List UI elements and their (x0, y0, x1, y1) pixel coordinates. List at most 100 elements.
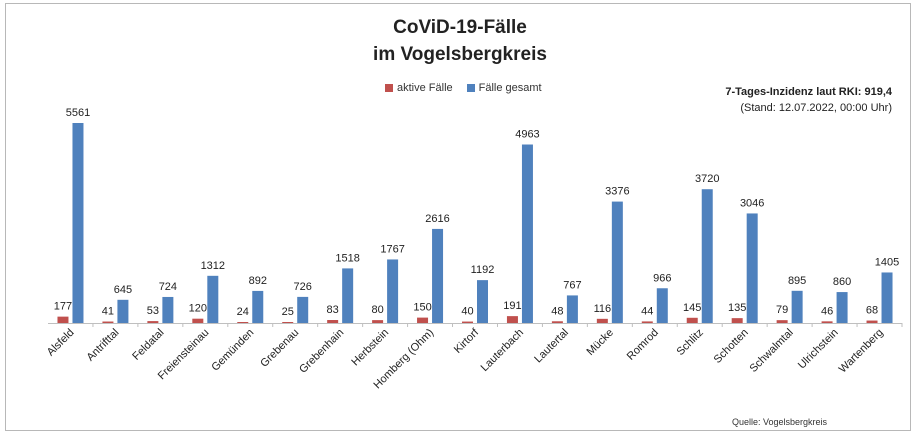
bar-active-18 (866, 320, 878, 323)
label-total-13: 966 (653, 272, 671, 284)
label-total-16: 895 (788, 275, 806, 287)
incidence-label: 7-Tages-Inzidenz laut RKI: 919,4 (725, 86, 892, 98)
bar-total-12 (611, 201, 623, 323)
bar-active-4 (237, 322, 249, 323)
bar-active-10 (506, 316, 518, 323)
bar-active-13 (641, 321, 653, 323)
bar-total-4 (252, 290, 264, 323)
label-total-14: 3720 (695, 173, 719, 185)
incidence-box: 7-Tages-Inzidenz laut RKI: 919,4 (Stand:… (725, 84, 892, 116)
x-tick-label-7: Herbstein (349, 327, 391, 369)
label-active-9: 40 (461, 306, 473, 318)
legend-item-total: Fälle gesamt (466, 82, 542, 94)
source-note: Quelle: Vogelsbergkreis (732, 417, 828, 427)
chart-title: CoViD-19-Fälle (393, 17, 527, 38)
x-tick-label-14: Schlitz (674, 327, 705, 358)
bar-active-1 (102, 321, 114, 323)
x-tick-label-12: Mücke (585, 327, 616, 358)
label-total-9: 1192 (471, 264, 495, 276)
label-active-15: 135 (728, 302, 746, 314)
x-tick-label-17: Ulrichstein (796, 327, 841, 372)
legend-item-active: aktive Fälle (385, 82, 453, 94)
label-total-12: 3376 (605, 186, 629, 198)
x-tick-label-1: Antrifttal (85, 327, 122, 364)
bar-total-7 (387, 259, 399, 323)
bar-active-2 (147, 321, 159, 323)
bar-total-13 (656, 288, 668, 323)
x-tick-label-4: Gemünden (209, 327, 256, 374)
label-active-13: 44 (641, 305, 653, 317)
bar-total-6 (342, 268, 354, 323)
bar-total-17 (836, 292, 848, 323)
label-active-1: 41 (102, 306, 114, 318)
bar-active-6 (327, 320, 339, 323)
label-active-2: 53 (147, 305, 159, 317)
label-total-17: 860 (833, 276, 851, 288)
bar-active-14 (686, 317, 698, 323)
label-total-3: 1312 (201, 260, 225, 272)
bar-active-7 (372, 320, 384, 323)
bar-active-15 (731, 318, 743, 323)
label-active-11: 48 (551, 305, 563, 317)
bar-total-16 (791, 290, 803, 323)
label-total-7: 1767 (380, 243, 404, 255)
x-tick-label-16: Schwalmtal (747, 327, 795, 375)
label-total-4: 892 (249, 275, 267, 287)
x-tick-label-5: Grebenau (258, 327, 301, 370)
x-tick-label-18: Wartenberg (837, 327, 886, 376)
chart-subtitle: im Vogelsbergkreis (373, 44, 547, 65)
bar-total-9 (477, 280, 488, 323)
label-total-10: 4963 (515, 129, 539, 141)
bar-active-11 (551, 321, 563, 323)
x-tick-label-11: Lautertal (532, 327, 571, 366)
label-total-5: 726 (294, 281, 312, 293)
label-active-3: 120 (189, 303, 207, 315)
bar-total-11 (566, 295, 578, 323)
label-total-2: 724 (159, 281, 177, 293)
label-active-16: 79 (776, 304, 788, 316)
label-active-7: 80 (371, 304, 383, 316)
bar-active-17 (821, 321, 833, 323)
x-tick-label-13: Romrod (625, 327, 661, 363)
chart-frame (5, 3, 911, 431)
bar-total-10 (521, 144, 533, 323)
x-tick-label-10: Lauterbach (479, 327, 526, 374)
label-active-8: 150 (413, 302, 431, 314)
label-total-15: 3046 (740, 197, 764, 209)
bar-active-12 (596, 318, 608, 323)
x-tick-label-0: Alsfeld (45, 327, 77, 359)
legend-swatch-total (466, 84, 475, 92)
bar-active-3 (192, 318, 204, 323)
label-active-4: 24 (237, 306, 249, 318)
x-tick-label-2: Feldatal (130, 327, 166, 363)
x-tick-label-6: Grebenhain (297, 327, 346, 376)
bar-total-8 (432, 228, 444, 323)
bar-total-15 (746, 213, 758, 323)
legend-label-active: aktive Fälle (397, 82, 453, 94)
bar-total-18 (881, 272, 893, 323)
label-total-11: 767 (563, 279, 581, 291)
label-total-18: 1405 (875, 256, 899, 268)
legend: aktive Fälle Fälle gesamt (385, 82, 556, 94)
bar-total-5 (297, 296, 309, 323)
x-tick-label-9: Kirtorf (452, 326, 482, 356)
label-active-5: 25 (282, 306, 294, 318)
bar-total-2 (162, 296, 174, 323)
label-total-6: 1518 (335, 252, 359, 264)
bar-total-14 (701, 189, 713, 323)
bar-total-3 (207, 275, 219, 323)
label-active-0: 177 (54, 301, 72, 313)
label-active-6: 83 (327, 304, 339, 316)
bar-total-1 (117, 299, 129, 323)
bar-total-0 (72, 123, 84, 323)
bar-active-9 (462, 321, 473, 323)
x-tick-label-15: Schotten (712, 327, 751, 366)
label-active-10: 191 (503, 300, 521, 312)
label-total-8: 2616 (425, 213, 449, 225)
bar-active-16 (776, 320, 788, 323)
legend-swatch-active (385, 84, 393, 92)
label-active-17: 46 (821, 305, 833, 317)
label-active-12: 116 (594, 303, 612, 315)
bar-active-0 (57, 316, 69, 323)
